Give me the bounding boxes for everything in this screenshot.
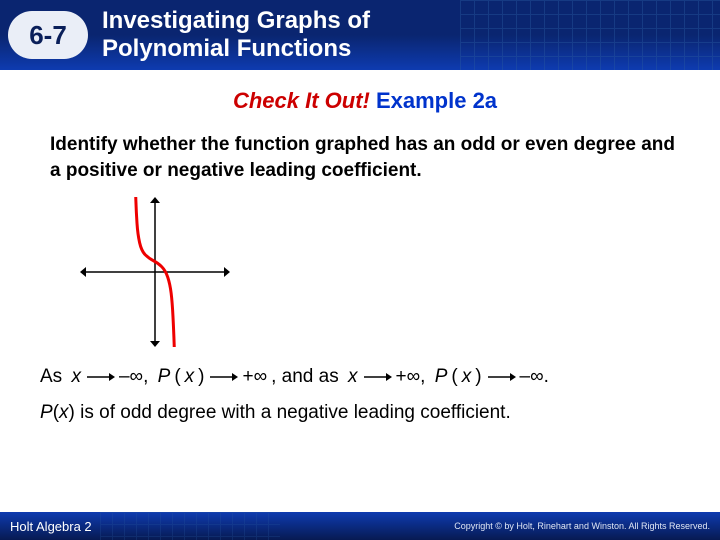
fn-paren-1b: ) [198,366,204,388]
fn-P-1: P [158,366,171,388]
text-neg-inf: –∞, [119,366,154,388]
header-title: Investigating Graphs of Polynomial Funct… [102,7,370,62]
arrow-icon [85,371,115,383]
check-label: Check It Out! [233,88,370,113]
fn-paren-2b: ) [475,366,481,388]
header-title-line1: Investigating Graphs of [102,7,370,35]
slide-content: Check It Out! Example 2a Identify whethe… [0,70,720,424]
var-x-3: x [462,366,472,388]
fn-paren-1: ( [174,366,180,388]
check-it-out-heading: Check It Out! Example 2a [40,88,690,114]
text-neg-inf-2: –∞. [520,366,549,388]
arrow-icon [486,371,516,383]
conclusion-line: P(x) is of odd degree with a negative le… [40,402,690,424]
lesson-number: 6-7 [29,20,67,51]
graph-container [80,197,690,352]
footer-book-title: Holt Algebra 2 [10,519,92,534]
lesson-number-badge: 6-7 [8,11,88,59]
slide-header: 6-7 Investigating Graphs of Polynomial F… [0,0,720,70]
footer-grid-decoration [100,512,280,540]
fn-P-2: P [435,366,448,388]
text-pos-inf-1: +∞ [242,366,267,388]
slide-footer: Holt Algebra 2 Copyright © by Holt, Rine… [0,512,720,540]
var-x: x [71,366,81,388]
answer-block: As x –∞, P(x) +∞ , and as x +∞, P(x) –∞.… [40,366,690,424]
header-grid-decoration [460,0,720,70]
header-title-line2: Polynomial Functions [102,35,370,63]
footer-copyright: Copyright © by Holt, Rinehart and Winsto… [454,521,710,531]
text-and-as: , and as [271,366,344,388]
end-behavior-line: As x –∞, P(x) +∞ , and as x +∞, P(x) –∞. [40,366,690,388]
text-pos-inf-2: +∞, [396,366,431,388]
var-x-4: x [59,402,69,423]
polynomial-graph [80,197,230,347]
conclusion-text: is of odd degree with a negative leading… [75,402,511,423]
arrow-icon [362,371,392,383]
question-prompt: Identify whether the function graphed ha… [50,132,680,183]
fn-paren-2: ( [451,366,457,388]
var-x-2: x [348,366,358,388]
var-x-1: x [185,366,195,388]
fn-P-3: P [40,402,53,423]
example-label: Example 2a [370,88,497,113]
arrow-icon [208,371,238,383]
text-as: As [40,366,67,388]
